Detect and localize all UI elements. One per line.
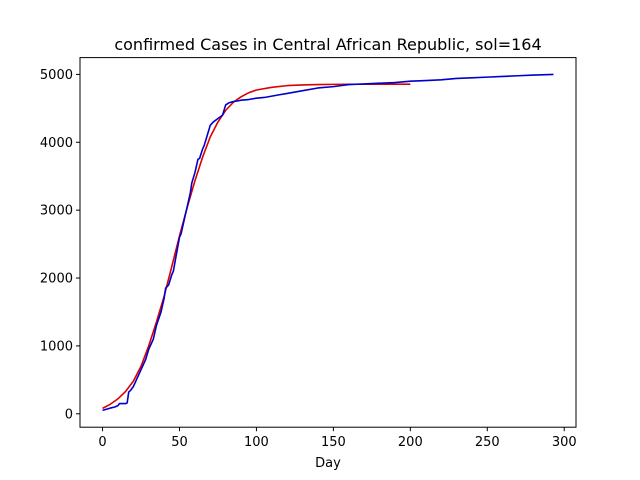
- plot-frame: [79, 57, 577, 428]
- y-tick-label: 1000: [40, 339, 73, 354]
- y-tick-label: 2000: [40, 272, 73, 287]
- x-tick-label: 150: [321, 435, 346, 450]
- series-layer: [102, 73, 554, 412]
- chart-title: confirmed Cases in Central African Repub…: [114, 35, 541, 54]
- x-axis: 0 50 100 150 200 250 300: [98, 427, 577, 450]
- x-tick-label: 0: [98, 435, 106, 450]
- y-tick-label: 5000: [40, 68, 73, 83]
- y-tick-label: 4000: [40, 136, 73, 151]
- series-line-1: [102, 83, 411, 410]
- x-tick-label: 100: [244, 435, 269, 450]
- x-axis-label: Day: [315, 456, 341, 471]
- x-tick-label: 250: [475, 435, 500, 450]
- x-tick-label: 200: [398, 435, 423, 450]
- y-tick-label: 3000: [40, 204, 73, 219]
- series-line-2: [102, 73, 554, 412]
- x-tick-label: 50: [171, 435, 188, 450]
- y-axis: 0 1000 2000 3000 4000 5000: [40, 68, 80, 422]
- y-tick-label: 0: [65, 407, 73, 422]
- x-tick-label: 300: [552, 435, 577, 450]
